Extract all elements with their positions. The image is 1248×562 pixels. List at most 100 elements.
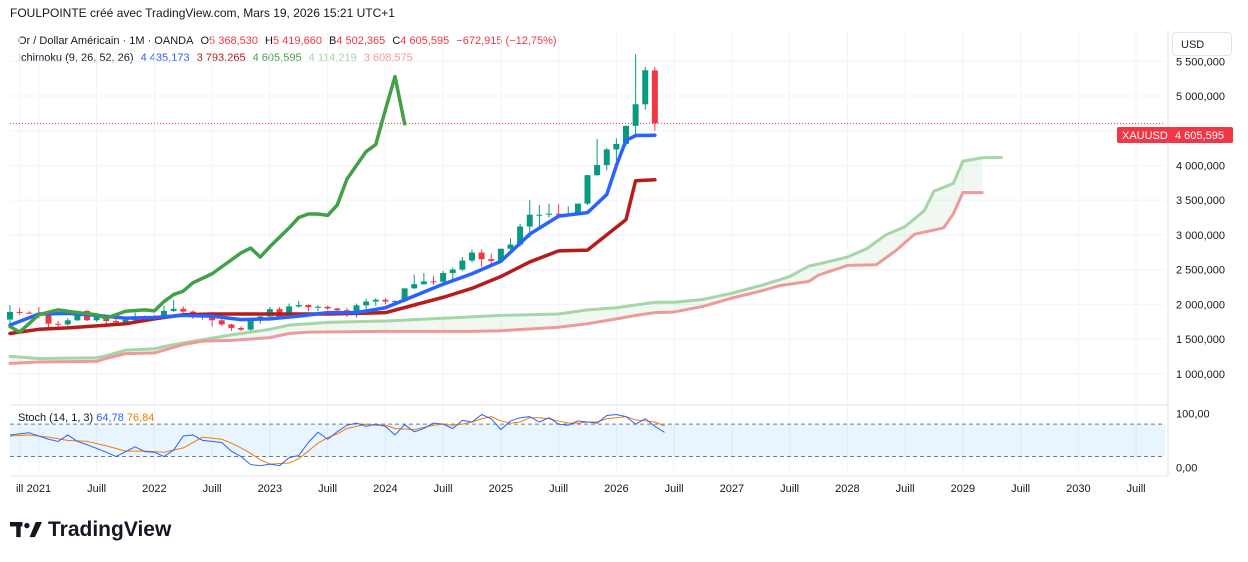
candle-body	[122, 319, 129, 323]
price-tick-label: 5 500,000	[1176, 56, 1225, 68]
candle-body	[228, 324, 235, 328]
close-value: 4 605,595	[400, 35, 450, 47]
price-tag-value: 4 605,595	[1175, 130, 1224, 142]
candle-body	[497, 248, 504, 261]
candle-body	[488, 259, 495, 261]
stoch-k-line	[9, 413, 665, 467]
candle-body	[546, 213, 552, 215]
price-tick-label: 1 500,000	[1176, 334, 1225, 346]
brand-name: TradingView	[48, 518, 172, 541]
ichimoku-lines	[8, 74, 657, 336]
candle-body	[305, 305, 312, 308]
time-tick-label: 2026	[604, 483, 628, 495]
time-tick-label: Juill	[665, 483, 684, 495]
time-tick-label: 2027	[720, 483, 744, 495]
price-tick-label: 2 500,000	[1176, 265, 1225, 277]
candle-body	[353, 305, 360, 314]
candle-body	[478, 252, 485, 260]
change-value: −672,915 (−12,75%)	[456, 35, 557, 47]
stochastic-pane	[9, 413, 1165, 467]
candle-body	[26, 312, 33, 314]
price-tick-label: 3 000,000	[1176, 230, 1225, 242]
candle-body	[93, 317, 100, 321]
candle-body	[64, 320, 71, 325]
time-tick-label: Juill	[780, 483, 799, 495]
candle-body	[632, 104, 639, 126]
high-value: 5 419,660	[273, 35, 322, 47]
price-tick-label: 4 000,000	[1176, 160, 1225, 172]
candle-body	[334, 308, 341, 311]
candle-body	[411, 284, 418, 289]
time-tick-label: Juill	[1011, 483, 1030, 495]
candle-body	[112, 320, 119, 323]
price-tick-label: 5 000,000	[1176, 91, 1225, 103]
time-tick-label: ill	[16, 483, 23, 495]
time-tick-label: Juill	[318, 483, 337, 495]
stoch-legend: Stoch (14, 1, 3) 64,78 76,84	[18, 412, 154, 424]
candle-body	[295, 305, 302, 307]
candle-body	[209, 317, 216, 321]
candle-body	[469, 252, 475, 261]
stoch-label[interactable]: Stoch (14, 1, 3)	[18, 412, 94, 424]
price-tag-symbol: XAUUSD	[1122, 130, 1168, 142]
candle-body	[161, 310, 167, 319]
senkou-span-a-line	[8, 155, 1003, 360]
senkou-span-b-line	[8, 191, 984, 365]
tradingview-logo[interactable]: TradingView	[10, 518, 171, 542]
candle-body	[315, 306, 321, 308]
candle-body	[449, 269, 456, 274]
time-tick-label: 2024	[373, 483, 397, 495]
candle-body	[536, 214, 543, 216]
time-tick-label: 2021	[27, 483, 51, 495]
candle-body	[642, 70, 649, 105]
candle-body	[603, 149, 610, 166]
candle-body	[459, 260, 466, 270]
time-tick-label: Juill	[549, 483, 568, 495]
tradingview-logo-icon	[10, 522, 42, 538]
time-tick-label: 2029	[951, 483, 975, 495]
candle-body	[517, 226, 524, 245]
candle-body	[613, 143, 620, 150]
candle-body	[401, 288, 408, 302]
price-tick-label: 2 000,000	[1176, 299, 1225, 311]
open-value: 5 368,530	[209, 35, 258, 47]
candle-body	[555, 213, 562, 215]
stoch-tick-label: 100,00	[1176, 408, 1210, 420]
time-tick-label: 2022	[142, 483, 166, 495]
candle-body	[180, 308, 187, 312]
chart-header: FOULPOINTE créé avec TradingView.com, Ma…	[10, 6, 395, 20]
candle-body	[218, 320, 225, 325]
stoch-k-value: 64,78	[96, 412, 124, 424]
symbol-legend: Or / Dollar Américain · 1M · OANDA O5 36…	[18, 35, 561, 47]
currency-button[interactable]: USD	[1172, 32, 1232, 56]
cloud-fill	[10, 157, 983, 364]
low-value: 4 502,365	[336, 35, 386, 47]
candle-body	[286, 306, 293, 317]
candle-body	[507, 244, 514, 249]
candle-body	[16, 311, 23, 313]
candle-body	[574, 203, 581, 215]
candle-body	[324, 306, 331, 309]
stoch-band	[10, 424, 1165, 457]
candle-body	[623, 125, 629, 144]
price-tag: XAUUSD 4 605,595	[1117, 127, 1233, 143]
candle-body	[45, 314, 52, 324]
candle-body	[7, 311, 13, 320]
candle-body	[372, 299, 379, 302]
time-tick-label: Juill	[203, 483, 222, 495]
tenkan-line	[8, 133, 657, 327]
time-tick-label: Juill	[434, 483, 453, 495]
stoch-tick-label: 0,00	[1176, 462, 1197, 474]
price-tick-label: 3 500,000	[1176, 195, 1225, 207]
stoch-d-value: 76,84	[126, 412, 155, 424]
candles	[7, 54, 658, 332]
close-label: C	[392, 35, 401, 47]
candle-body	[526, 214, 533, 227]
time-tick-label: Juill	[896, 483, 915, 495]
candle-body	[440, 273, 447, 282]
symbol-name[interactable]: Or / Dollar Américain · 1M · OANDA	[18, 35, 194, 47]
open-label: O	[200, 35, 210, 47]
time-tick-label: Juill	[1127, 483, 1146, 495]
